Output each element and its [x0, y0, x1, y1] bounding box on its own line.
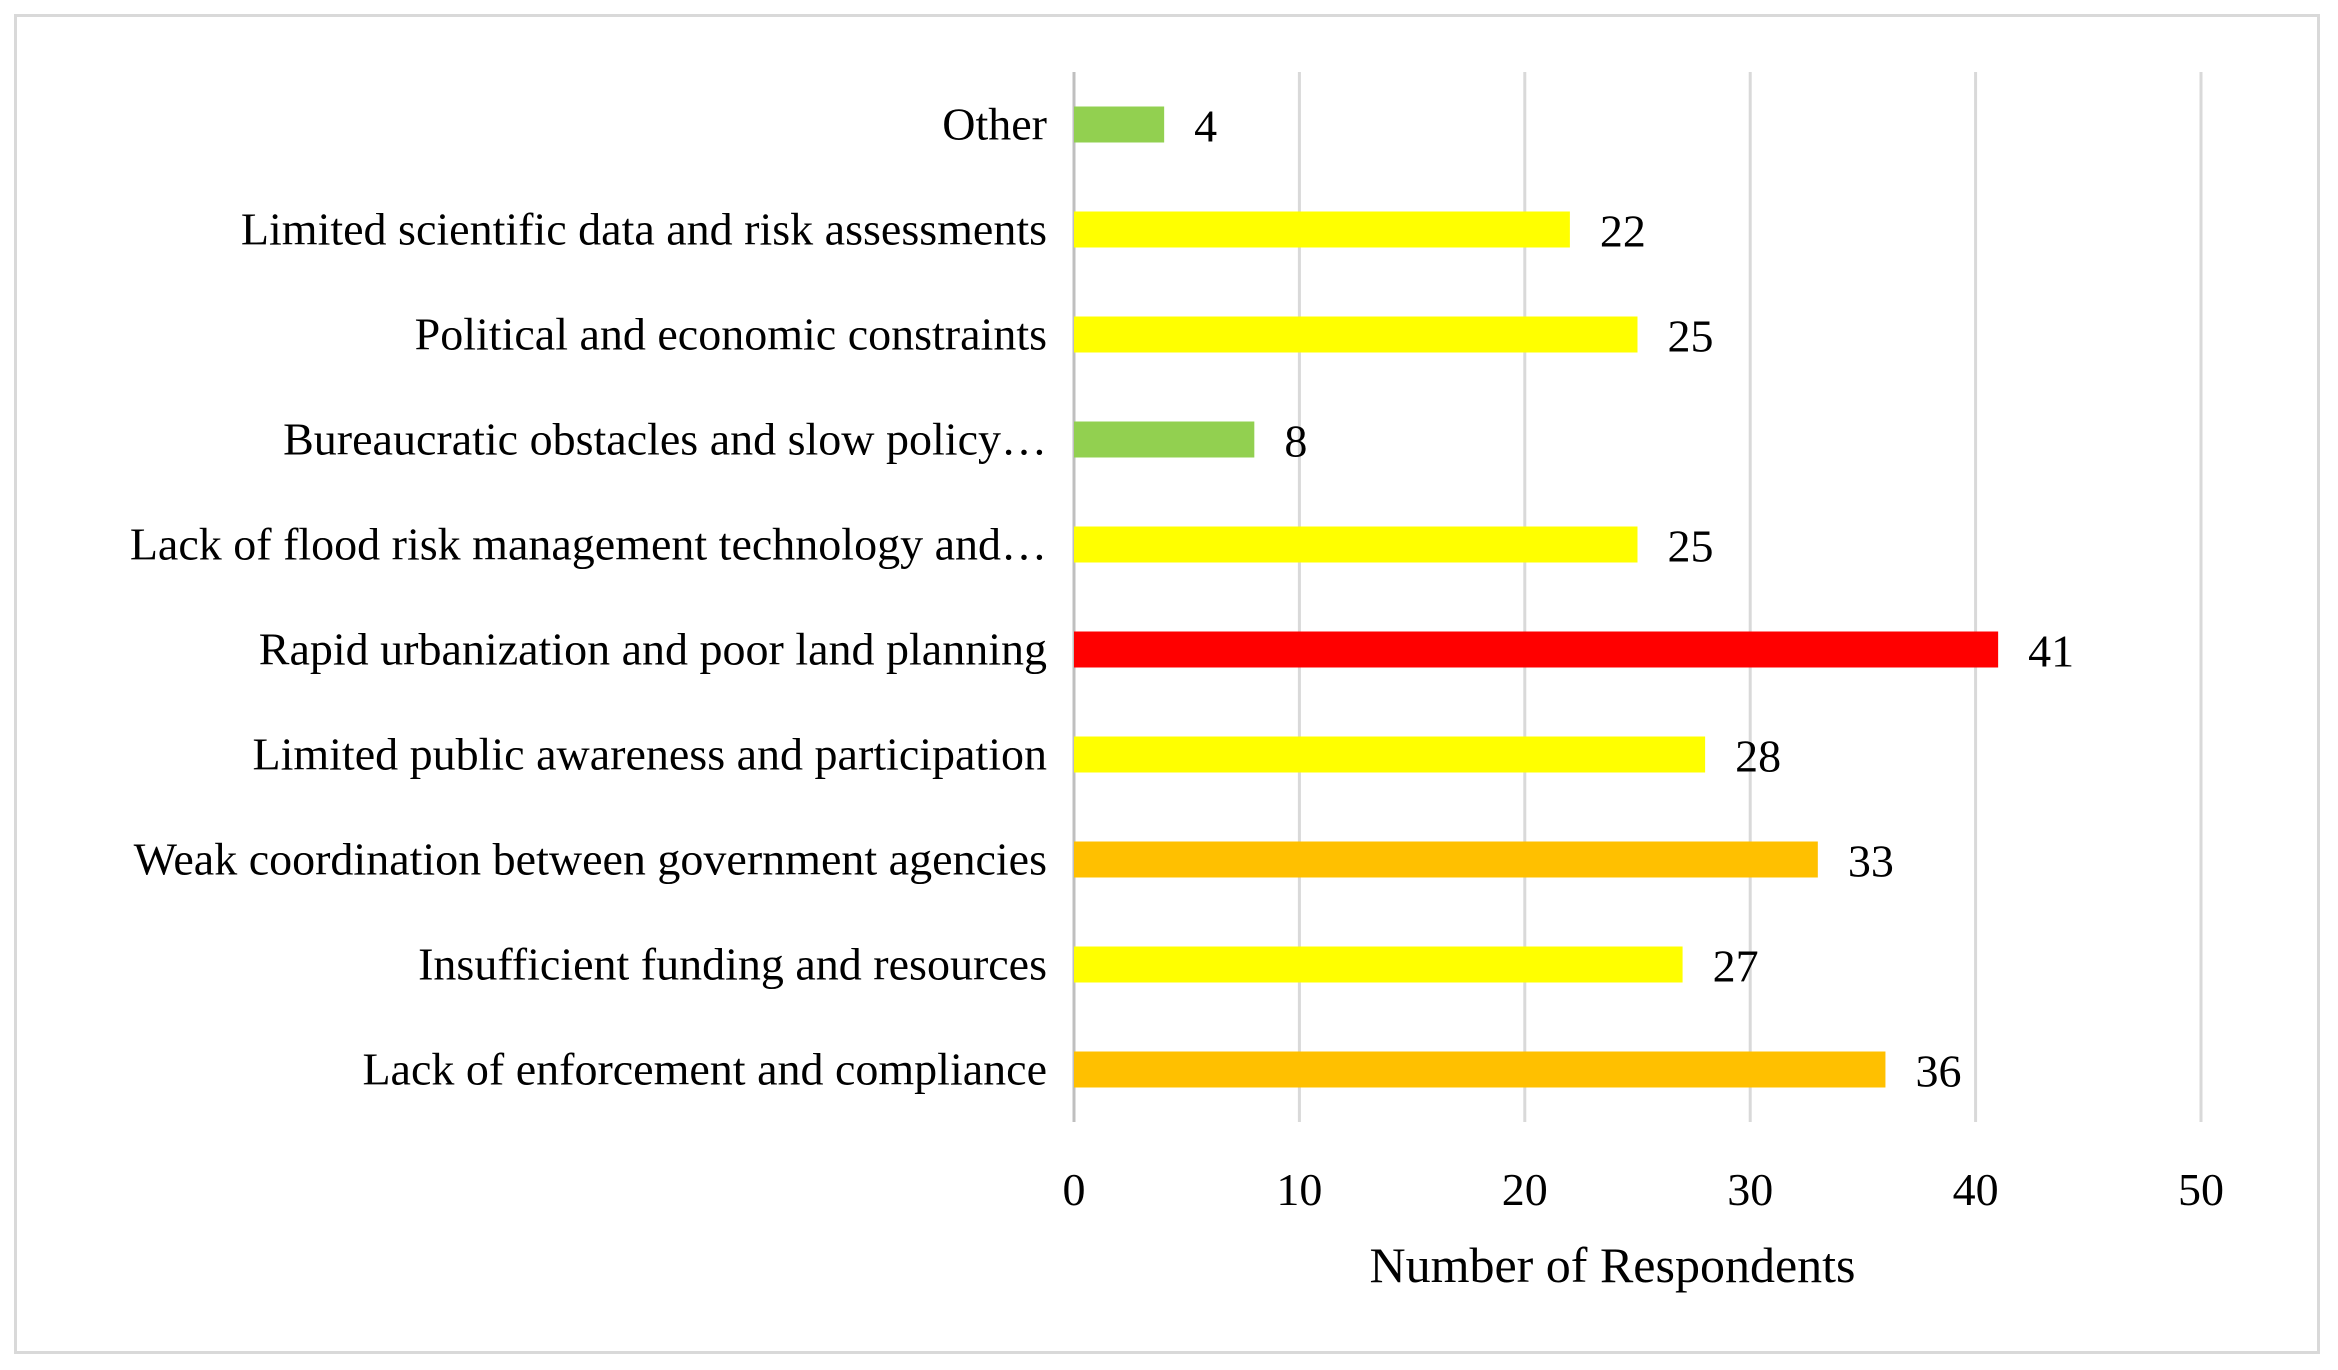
category-label: Lack of flood risk management technology…: [130, 519, 1047, 570]
value-label: 33: [1848, 836, 1894, 887]
bar: [1074, 316, 1638, 353]
bar: [1074, 841, 1818, 878]
bar-chart: Other Limited scientific data and risk as…: [130, 72, 2225, 1293]
value-label: 4: [1194, 101, 1217, 152]
bar: [1074, 211, 1570, 248]
category-label: Bureaucratic obstacles and slow policy…: [283, 414, 1047, 465]
x-tick-label: 30: [1727, 1164, 1773, 1215]
value-label: 27: [1713, 941, 1759, 992]
bar: [1074, 736, 1706, 773]
bar: [1074, 526, 1638, 563]
category-label: Political and economic constraints: [415, 309, 1047, 360]
category-label: Weak coordination between government age…: [134, 834, 1047, 885]
x-tick-label: 40: [1953, 1164, 1999, 1215]
x-axis-title: Number of Respondents: [1369, 1237, 1855, 1293]
x-tick-labels: 0 10 20 30 40 50: [1063, 1164, 2225, 1215]
value-label: 36: [1915, 1046, 1961, 1097]
value-label: 25: [1668, 521, 1714, 572]
category-label: Insufficient funding and resources: [418, 939, 1047, 990]
chart-frame: Other Limited scientific data and risk as…: [14, 14, 2320, 1354]
value-label: 22: [1600, 206, 1646, 257]
value-labels: 4 22 25 8 25 41 28 33 27 36: [1194, 101, 2074, 1097]
x-tick-label: 0: [1063, 1164, 1086, 1215]
x-tick-label: 20: [1502, 1164, 1548, 1215]
value-label: 8: [1284, 416, 1307, 467]
bar: [1074, 1051, 1886, 1088]
value-label: 25: [1668, 311, 1714, 362]
value-label: 28: [1735, 731, 1781, 782]
category-label: Limited scientific data and risk assessm…: [241, 204, 1047, 255]
category-label: Limited public awareness and participati…: [252, 729, 1047, 780]
bar: [1074, 421, 1255, 458]
bars: [1074, 106, 1999, 1088]
bar: [1074, 631, 1999, 668]
bar: [1074, 946, 1683, 983]
x-tick-label: 10: [1276, 1164, 1322, 1215]
category-label: Other: [942, 99, 1047, 150]
category-labels: Other Limited scientific data and risk as…: [130, 99, 1047, 1095]
x-tick-label: 50: [2178, 1164, 2224, 1215]
value-label: 41: [2028, 626, 2074, 677]
category-label: Lack of enforcement and compliance: [362, 1044, 1047, 1095]
bar: [1074, 106, 1165, 143]
category-label: Rapid urbanization and poor land plannin…: [259, 624, 1047, 675]
